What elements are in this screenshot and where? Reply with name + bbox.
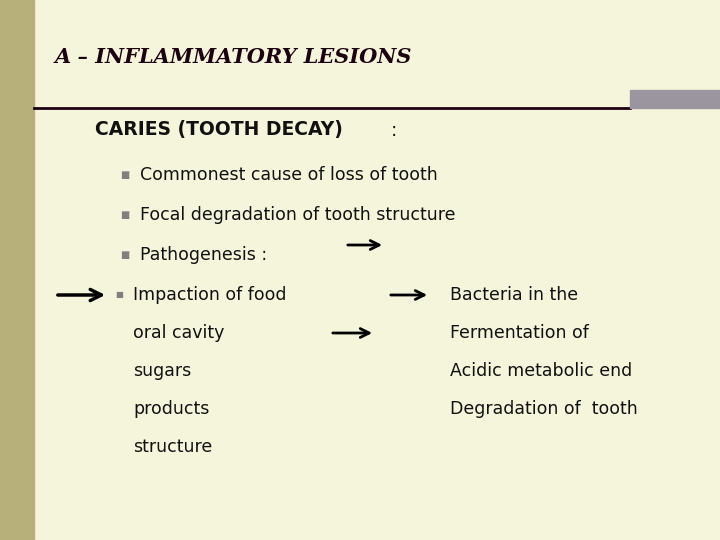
Text: Commonest cause of loss of tooth: Commonest cause of loss of tooth — [140, 166, 438, 184]
Text: products: products — [133, 400, 210, 418]
Text: ■: ■ — [120, 250, 130, 260]
Text: Bacteria in the: Bacteria in the — [450, 286, 578, 304]
Text: ■: ■ — [120, 170, 130, 180]
Text: Degradation of  tooth: Degradation of tooth — [450, 400, 638, 418]
Text: oral cavity: oral cavity — [133, 324, 225, 342]
Text: structure: structure — [133, 438, 212, 456]
Text: Focal degradation of tooth structure: Focal degradation of tooth structure — [140, 206, 456, 224]
Text: CARIES (TOOTH DECAY): CARIES (TOOTH DECAY) — [95, 120, 343, 139]
Text: Fermentation of: Fermentation of — [450, 324, 589, 342]
Text: sugars: sugars — [133, 362, 192, 380]
Text: ■: ■ — [120, 210, 130, 220]
Text: ■: ■ — [115, 291, 123, 300]
Text: A – INFLAMMATORY LESIONS: A – INFLAMMATORY LESIONS — [55, 47, 413, 67]
Bar — [630, 90, 720, 108]
Text: Impaction of food: Impaction of food — [133, 286, 287, 304]
Text: Acidic metabolic end: Acidic metabolic end — [450, 362, 632, 380]
Text: :: : — [385, 120, 397, 139]
Text: Pathogenesis :: Pathogenesis : — [140, 246, 267, 264]
Bar — [0, 0, 34, 540]
